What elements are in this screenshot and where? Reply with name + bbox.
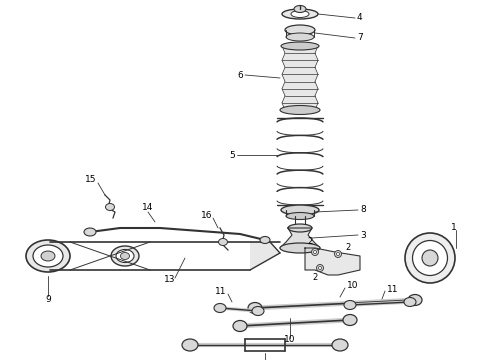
Polygon shape xyxy=(282,82,318,89)
Text: 11: 11 xyxy=(387,284,398,293)
Ellipse shape xyxy=(286,212,314,220)
Polygon shape xyxy=(282,75,318,82)
Ellipse shape xyxy=(413,240,447,275)
Polygon shape xyxy=(305,248,360,275)
Text: 7: 7 xyxy=(357,33,363,42)
Polygon shape xyxy=(250,242,280,270)
Ellipse shape xyxy=(344,301,356,310)
Ellipse shape xyxy=(408,294,422,306)
Ellipse shape xyxy=(285,25,315,35)
Text: 2: 2 xyxy=(345,243,350,252)
Text: 5: 5 xyxy=(229,150,235,159)
Ellipse shape xyxy=(111,246,139,266)
Text: 2: 2 xyxy=(312,274,317,283)
Polygon shape xyxy=(280,228,320,248)
Ellipse shape xyxy=(33,245,63,267)
Text: 14: 14 xyxy=(142,203,154,212)
Text: 4: 4 xyxy=(357,13,363,22)
Ellipse shape xyxy=(291,10,309,18)
Ellipse shape xyxy=(282,9,318,19)
Ellipse shape xyxy=(343,315,357,325)
Ellipse shape xyxy=(314,251,317,253)
Ellipse shape xyxy=(404,297,416,306)
Polygon shape xyxy=(282,60,318,67)
Ellipse shape xyxy=(41,251,55,261)
Ellipse shape xyxy=(280,243,320,253)
Text: 11: 11 xyxy=(215,288,226,297)
Ellipse shape xyxy=(281,42,319,50)
Ellipse shape xyxy=(116,249,134,262)
Text: 6: 6 xyxy=(237,71,243,80)
Text: 1: 1 xyxy=(451,224,457,233)
Text: 13: 13 xyxy=(164,275,176,284)
Ellipse shape xyxy=(248,302,262,314)
Polygon shape xyxy=(282,89,318,96)
Polygon shape xyxy=(282,67,318,75)
Text: 8: 8 xyxy=(360,206,366,215)
Ellipse shape xyxy=(422,250,438,266)
Ellipse shape xyxy=(281,205,319,215)
Ellipse shape xyxy=(182,339,198,351)
Polygon shape xyxy=(282,46,318,53)
Ellipse shape xyxy=(332,339,348,351)
Text: 2: 2 xyxy=(307,238,312,247)
Polygon shape xyxy=(282,53,318,60)
Ellipse shape xyxy=(318,266,321,270)
Text: 10: 10 xyxy=(284,336,296,345)
Ellipse shape xyxy=(26,240,70,272)
Text: 15: 15 xyxy=(84,175,96,184)
Ellipse shape xyxy=(280,105,320,114)
Text: 3: 3 xyxy=(360,230,366,239)
Text: 10: 10 xyxy=(347,282,359,291)
Ellipse shape xyxy=(405,233,455,283)
Ellipse shape xyxy=(286,33,314,41)
Text: 16: 16 xyxy=(200,211,212,220)
Polygon shape xyxy=(282,103,318,110)
Ellipse shape xyxy=(337,252,340,256)
Ellipse shape xyxy=(105,203,115,211)
Ellipse shape xyxy=(260,237,270,243)
Ellipse shape xyxy=(233,320,247,332)
Text: 9: 9 xyxy=(45,296,51,305)
Ellipse shape xyxy=(312,248,318,256)
Ellipse shape xyxy=(214,303,226,312)
Ellipse shape xyxy=(219,238,227,246)
Ellipse shape xyxy=(252,306,264,315)
Ellipse shape xyxy=(121,252,129,260)
Ellipse shape xyxy=(84,228,96,236)
Ellipse shape xyxy=(317,265,323,271)
Ellipse shape xyxy=(335,251,342,257)
Polygon shape xyxy=(282,96,318,103)
Ellipse shape xyxy=(294,5,306,13)
Ellipse shape xyxy=(288,224,312,232)
